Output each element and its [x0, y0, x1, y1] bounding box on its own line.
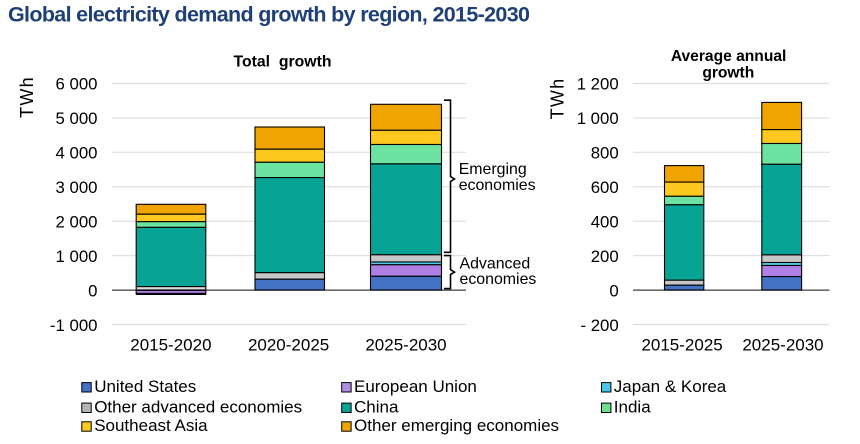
svg-text:Total growth: Total growth	[234, 54, 332, 71]
svg-text:- 200: - 200	[580, 316, 618, 335]
svg-text:5 000: 5 000	[56, 109, 98, 128]
svg-text:1 200: 1 200	[577, 75, 619, 94]
svg-text:2025-2030: 2025-2030	[742, 336, 823, 355]
svg-text:TWh: TWh	[17, 76, 37, 118]
svg-text:2025-2030: 2025-2030	[365, 336, 446, 355]
svg-text:200: 200	[591, 247, 619, 266]
svg-text:600: 600	[591, 178, 619, 197]
svg-text:TWh: TWh	[547, 78, 567, 120]
svg-text:Southeast Asia: Southeast Asia	[94, 416, 208, 435]
svg-text:2020-2025: 2020-2025	[248, 336, 329, 355]
svg-text:2015-2020: 2015-2020	[130, 336, 211, 355]
svg-text:economies: economies	[459, 177, 536, 194]
svg-text:Other emerging economies: Other emerging economies	[354, 416, 559, 435]
svg-text:4 000: 4 000	[56, 144, 98, 163]
svg-text:2015-2025: 2015-2025	[641, 336, 722, 355]
svg-text:Other advanced economies: Other advanced economies	[94, 397, 302, 416]
svg-text:6 000: 6 000	[56, 75, 98, 94]
svg-text:economies: economies	[460, 271, 537, 288]
svg-text:Emerging: Emerging	[459, 161, 527, 178]
svg-text:growth: growth	[702, 64, 754, 81]
svg-text:800: 800	[591, 144, 619, 163]
svg-text:Average annual: Average annual	[671, 48, 787, 65]
svg-text:Japan & Korea: Japan & Korea	[614, 377, 727, 396]
svg-text:3 000: 3 000	[56, 178, 98, 197]
svg-text:India: India	[614, 397, 651, 416]
svg-text:2 000: 2 000	[56, 212, 98, 231]
svg-text:China: China	[354, 397, 399, 416]
svg-text:United States: United States	[94, 377, 196, 396]
svg-text:Global electricity demand grow: Global electricity demand growth by regi…	[8, 3, 530, 27]
svg-text:European Union: European Union	[354, 377, 477, 396]
svg-text:0: 0	[609, 281, 618, 300]
svg-text:1 000: 1 000	[56, 247, 98, 266]
svg-text:-1 000: -1 000	[50, 316, 98, 335]
svg-text:400: 400	[591, 212, 619, 231]
svg-text:0: 0	[88, 281, 97, 300]
svg-text:Advanced: Advanced	[460, 255, 531, 272]
svg-text:1 000: 1 000	[577, 109, 619, 128]
